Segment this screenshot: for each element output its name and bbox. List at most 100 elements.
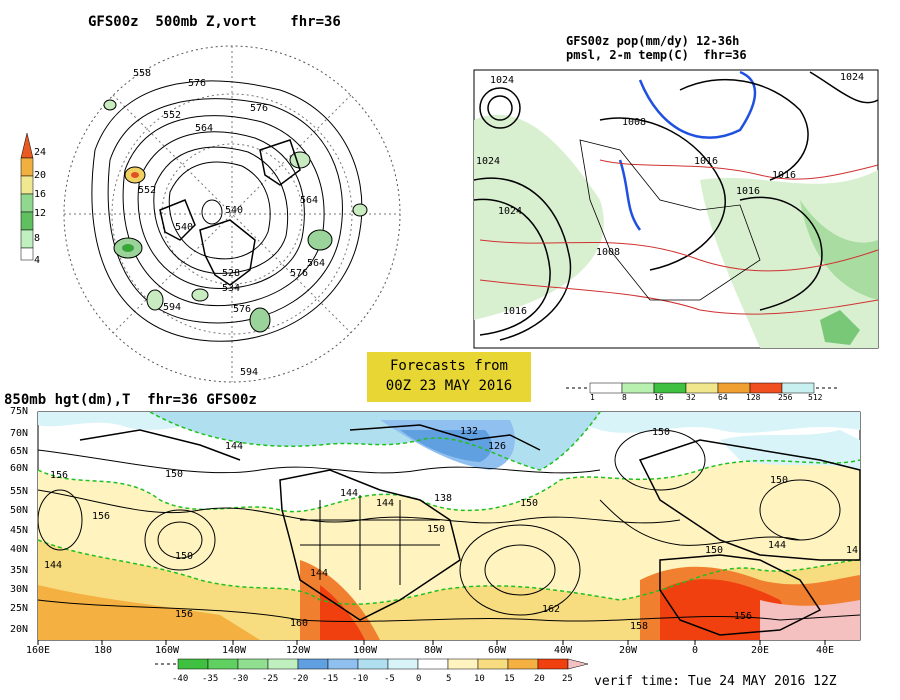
contour-label: 150 bbox=[770, 475, 789, 486]
contour-label: 150 bbox=[427, 524, 446, 535]
lon-label: 120W bbox=[286, 645, 311, 656]
precip-tick: 32 bbox=[686, 393, 696, 402]
contour-label: 150 bbox=[705, 545, 724, 556]
lat-label: 45N bbox=[10, 525, 29, 536]
contour-label: 156 bbox=[50, 470, 69, 481]
contour-label: 144 bbox=[225, 441, 244, 452]
lat-label: 35N bbox=[10, 565, 29, 576]
contour-label: 132 bbox=[460, 426, 479, 437]
lat-label: 70N bbox=[10, 428, 29, 439]
temp-legend bbox=[155, 658, 589, 670]
precip-tick: 16 bbox=[654, 393, 664, 402]
vort-tick: 4 bbox=[34, 255, 41, 266]
precip-tick: 1 bbox=[590, 393, 595, 402]
contour-label: 150 bbox=[652, 427, 671, 438]
contour-label: 156 bbox=[92, 511, 111, 522]
temp-tick: 5 bbox=[446, 674, 452, 684]
vort-tick: 24 bbox=[34, 147, 47, 158]
panel-850mb-title: 850mb hgt(dm),T fhr=36 GFS00z bbox=[4, 392, 257, 408]
temp-tick: -40 bbox=[172, 674, 189, 684]
lat-label: 75N bbox=[10, 406, 29, 417]
contour-label: 144 bbox=[310, 568, 329, 579]
lon-label: 20W bbox=[619, 645, 638, 656]
lat-label: 20N bbox=[10, 624, 29, 635]
vort-tick: 8 bbox=[34, 233, 41, 244]
isobar-label: 1016 bbox=[736, 186, 761, 197]
lon-label: 80W bbox=[424, 645, 443, 656]
contour-label: 564 bbox=[195, 123, 214, 134]
lat-label: 55N bbox=[10, 486, 29, 497]
contour-label: 576 bbox=[188, 78, 207, 89]
contour-label: 150 bbox=[175, 551, 194, 562]
isobar-label: 1024 bbox=[498, 206, 523, 217]
lat-label: 65N bbox=[10, 446, 29, 457]
isobar-label: 1024 bbox=[490, 75, 515, 86]
isobar-label: 1024 bbox=[476, 156, 501, 167]
vort-tick: 12 bbox=[34, 208, 47, 219]
temp-tick: -25 bbox=[262, 674, 279, 684]
isobar-label: 1016 bbox=[772, 170, 797, 181]
lon-label: 140W bbox=[222, 645, 247, 656]
temp-tick: 10 bbox=[474, 674, 485, 684]
lon-label: 160W bbox=[155, 645, 180, 656]
polar-500mb-map bbox=[63, 45, 401, 383]
contour-label: 534 bbox=[222, 283, 241, 294]
isobar-label: 1024 bbox=[840, 72, 865, 83]
contour-label: 126 bbox=[488, 441, 507, 452]
lon-label: 160E bbox=[26, 645, 51, 656]
contour-label: 150 bbox=[520, 498, 539, 509]
precip-tick: 8 bbox=[622, 393, 627, 402]
temp-tick: -35 bbox=[202, 674, 219, 684]
vort-legend bbox=[20, 132, 34, 261]
lon-label: 0 bbox=[692, 645, 699, 656]
contour-label: 144 bbox=[44, 560, 63, 571]
isobar-label: 1016 bbox=[503, 306, 528, 317]
panel-pmsl-title-line1: GFS00z pop(mm/dy) 12-36h bbox=[566, 34, 740, 48]
map-850mb bbox=[37, 411, 861, 645]
panel-pmsl-title-line2: pmsl, 2-m temp(C) fhr=36 bbox=[566, 48, 747, 62]
forecast-box-line1: Forecasts from bbox=[389, 358, 508, 374]
lon-label: 180 bbox=[94, 645, 113, 656]
precip-tick: 512 bbox=[808, 393, 823, 402]
contour-label: 552 bbox=[138, 185, 157, 196]
lat-label: 60N bbox=[10, 463, 29, 474]
isobar-label: 1008 bbox=[622, 117, 647, 128]
contour-label: 158 bbox=[630, 621, 649, 632]
contour-label: 540 bbox=[175, 222, 194, 233]
contour-label: 14 bbox=[846, 545, 859, 556]
temp-tick: 25 bbox=[562, 674, 573, 684]
contour-label: 144 bbox=[340, 488, 359, 499]
contour-label: 160 bbox=[290, 618, 309, 629]
precip-tick: 256 bbox=[778, 393, 793, 402]
verif-time-label: verif time: Tue 24 MAY 2016 12Z bbox=[594, 674, 837, 689]
vort-tick: 16 bbox=[34, 189, 47, 200]
temp-tick: -5 bbox=[384, 674, 395, 684]
isobar-label: 1008 bbox=[596, 247, 621, 258]
lat-label: 40N bbox=[10, 544, 29, 555]
contour-label: 564 bbox=[307, 258, 326, 269]
contour-label: 576 bbox=[250, 103, 269, 114]
contour-label: 576 bbox=[233, 304, 252, 315]
temp-tick: -30 bbox=[232, 674, 249, 684]
contour-label: 552 bbox=[163, 110, 182, 121]
temp-tick: -10 bbox=[352, 674, 369, 684]
temp-tick: -15 bbox=[322, 674, 339, 684]
contour-label: 594 bbox=[163, 302, 182, 313]
contour-label: 144 bbox=[376, 498, 395, 509]
forecast-init-box: Forecasts from 00Z 23 MAY 2016 bbox=[367, 352, 531, 402]
pmsl-precip-map bbox=[473, 69, 879, 349]
forecast-box-line2: 00Z 23 MAY 2016 bbox=[385, 378, 513, 394]
lat-label: 30N bbox=[10, 584, 29, 595]
lat-label: 25N bbox=[10, 603, 29, 614]
contour-label: 576 bbox=[290, 268, 309, 279]
panel-500mb-title: GFS00z 500mb Z,vort fhr=36 bbox=[88, 14, 341, 30]
contour-label: 156 bbox=[734, 611, 753, 622]
lon-label: 100W bbox=[353, 645, 378, 656]
precip-legend bbox=[566, 382, 838, 394]
contour-label: 144 bbox=[768, 540, 787, 551]
temp-tick: 0 bbox=[416, 674, 422, 684]
contour-label: 528 bbox=[222, 268, 241, 279]
temp-tick: -20 bbox=[292, 674, 309, 684]
precip-tick: 64 bbox=[718, 393, 728, 402]
